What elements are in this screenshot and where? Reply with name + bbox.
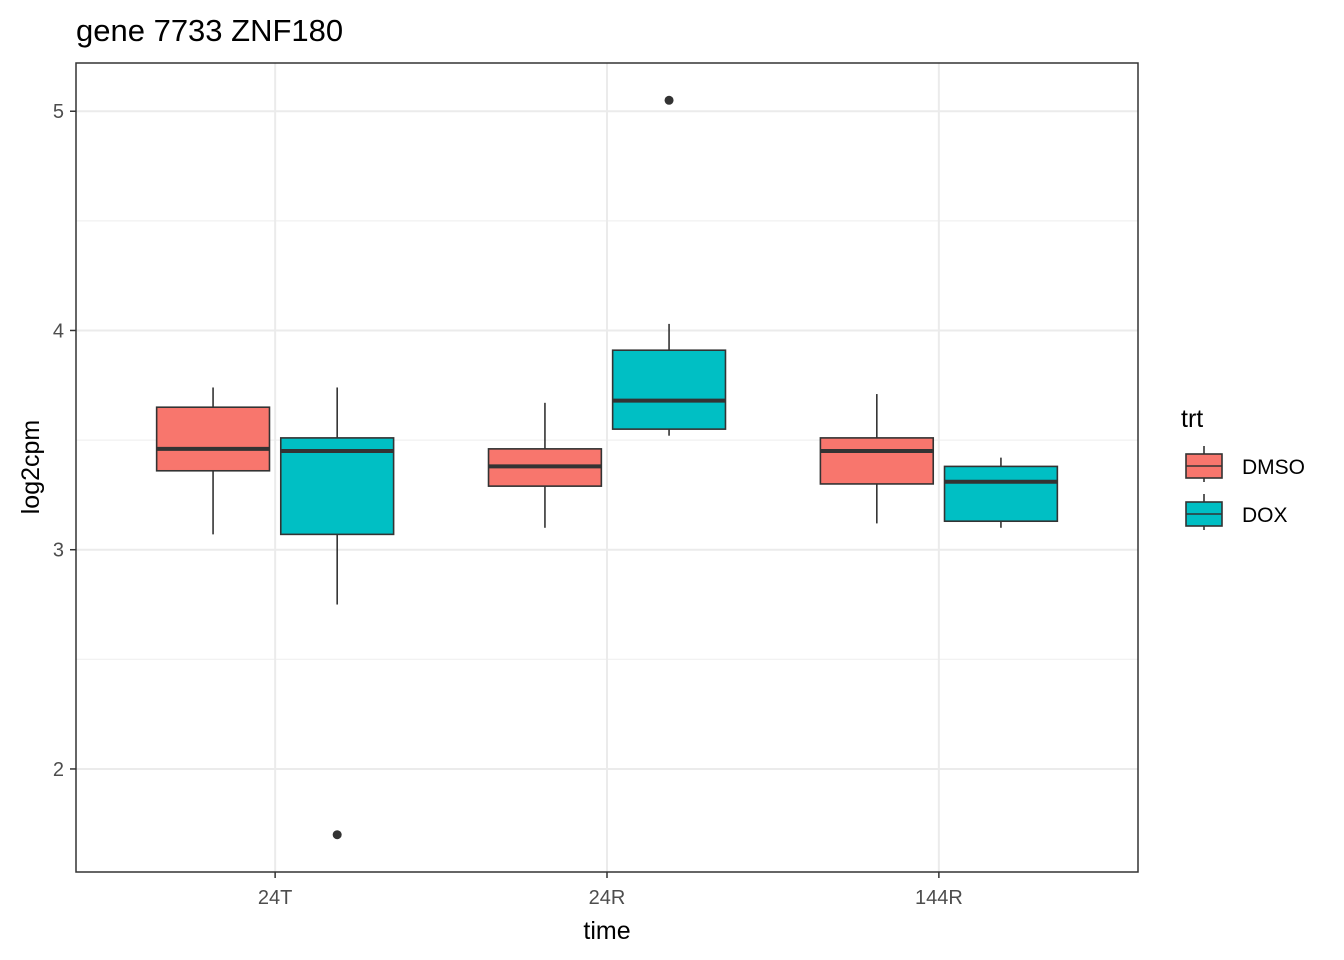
outlier-point <box>664 95 674 105</box>
box <box>943 465 1059 523</box>
y-tick-label: 4 <box>53 320 64 342</box>
box <box>279 437 395 536</box>
outlier-point <box>332 830 342 840</box>
chart-title: gene 7733 ZNF180 <box>76 13 343 48</box>
box <box>611 349 727 430</box>
legend-title: trt <box>1181 405 1203 433</box>
y-axis-title: log2cpm <box>17 420 45 515</box>
plot-marks <box>155 95 1059 840</box>
grid <box>76 63 1138 872</box>
x-axis-title: time <box>583 917 630 945</box>
legend-label: DOX <box>1242 504 1288 527</box>
x-tick-label: 144R <box>915 887 963 909</box>
x-tick-label: 24R <box>589 887 626 909</box>
x-tick-label: 24T <box>258 887 292 909</box>
legend-label: DMSO <box>1242 456 1305 479</box>
y-tick-label: 3 <box>53 540 64 562</box>
legend: trt DMSO DOX <box>1181 405 1305 530</box>
y-tick-label: 2 <box>53 759 64 781</box>
box <box>155 406 271 472</box>
axes: 2 3 4 5 24T 24R 144R <box>53 101 963 909</box>
y-tick-label: 5 <box>53 101 64 123</box>
box <box>819 437 935 485</box>
